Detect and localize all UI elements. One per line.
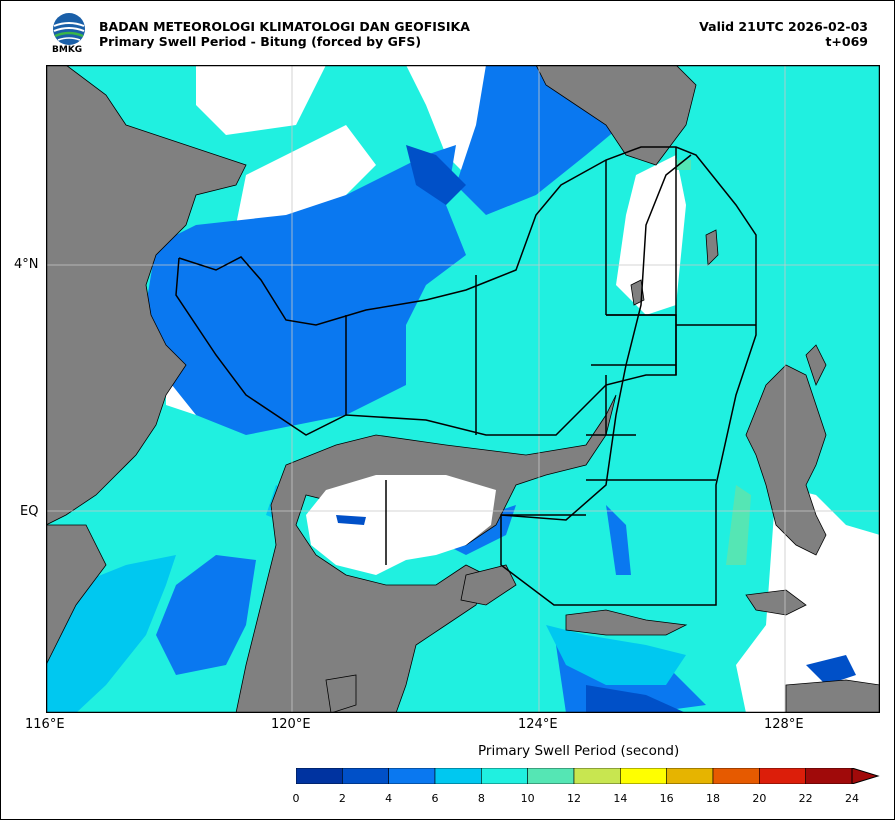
swell-period-map	[46, 65, 880, 713]
colorbar-tick: 22	[798, 792, 813, 805]
valid-date: Valid 21UTC 2026-02-03	[699, 19, 868, 34]
x-tick-124e: 124°E	[518, 717, 558, 732]
x-tick-120e: 120°E	[271, 717, 311, 732]
colorbar-tick: 18	[706, 792, 720, 805]
colorbar-swatch	[527, 768, 575, 784]
colorbar-swatch	[573, 768, 621, 784]
map-border	[46, 65, 880, 713]
colorbar	[296, 768, 880, 784]
valid-time: Valid 21UTC 2026-02-03 t+069	[699, 19, 868, 49]
colorbar-swatch	[666, 768, 714, 784]
swell-10-12s	[676, 160, 751, 565]
colorbar-tick: 10	[520, 792, 535, 805]
land-masses	[46, 65, 880, 713]
colorbar-tick: 0	[292, 792, 300, 805]
colorbar-swatch	[805, 768, 853, 784]
colorbar-tick: 14	[613, 792, 628, 805]
colorbar-tick: 16	[659, 792, 674, 805]
product-name: Primary Swell Period - Bitung (forced by…	[99, 34, 422, 49]
logo-label: BMKG	[52, 45, 83, 55]
colorbar-swatch	[342, 768, 389, 784]
colorbar-swatch	[620, 768, 667, 784]
colorbar-swatch	[481, 768, 528, 784]
colorbar-swatch	[388, 768, 436, 784]
x-tick-128e: 128°E	[764, 717, 804, 732]
colorbar-tick: 24	[845, 792, 859, 805]
colorbar-tick: 4	[385, 792, 393, 805]
colorbar-swatch	[296, 768, 343, 784]
colorbar-tick: 20	[752, 792, 767, 805]
grid-lines	[46, 65, 880, 713]
tomini-gulf-blue	[336, 515, 366, 525]
y-tick-eq: EQ	[20, 504, 39, 519]
colorbar-swatch	[759, 768, 806, 784]
tomini-gulf-nodata	[306, 475, 496, 575]
y-tick-4n: 4°N	[14, 257, 39, 272]
lead-time: t+069	[825, 34, 868, 49]
region-boundaries	[175, 146, 757, 606]
colorbar-tick: 2	[338, 792, 346, 805]
x-tick-116e: 116°E	[25, 717, 65, 732]
colorbar-tick: 12	[567, 792, 581, 805]
colorbar-tick: 6	[431, 792, 439, 805]
colorbar-title: Primary Swell Period (second)	[478, 743, 680, 759]
chart-title: BADAN METEOROLOGI KLIMATOLOGI DAN GEOFIS…	[99, 19, 470, 49]
colorbar-swatch	[434, 768, 482, 784]
colorbar-tick: 8	[477, 792, 485, 805]
colorbar-swatch	[712, 768, 760, 784]
bmkg-logo	[53, 13, 85, 45]
colorbar-extend-arrow	[851, 768, 880, 784]
agency-name: BADAN METEOROLOGI KLIMATOLOGI DAN GEOFIS…	[99, 19, 470, 34]
swell-2-4s	[406, 145, 856, 713]
